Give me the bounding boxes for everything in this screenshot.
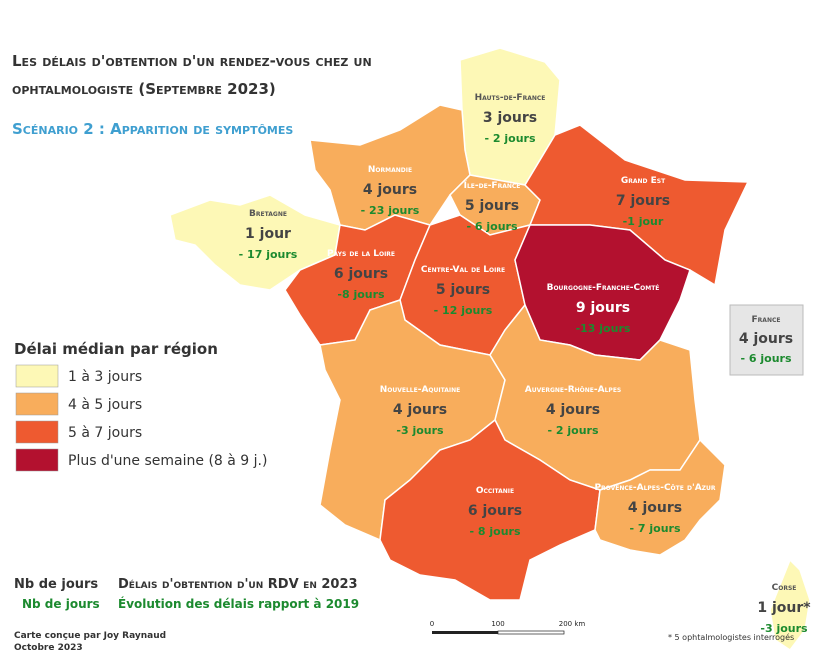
region-change: -3 jours <box>396 424 444 437</box>
region-change: - 23 jours <box>361 204 420 217</box>
region-days: 1 jour* <box>757 600 811 616</box>
france-days: 4 jours <box>739 331 793 347</box>
region-label: Hauts-de-France 3 jours - 2 jours <box>475 93 546 145</box>
region-days: 6 jours <box>468 503 522 519</box>
region-change: - 2 jours <box>547 424 598 437</box>
region-name: Auvergne-Rhône-Alpes <box>525 385 622 395</box>
region-name: Bourgogne-Franche-Comté <box>547 283 660 293</box>
region-shape <box>594 438 726 556</box>
region-label: Bourgogne-Franche-Comté 9 jours -13 jours <box>547 283 660 335</box>
legend-title: Délai médian par région <box>14 340 218 358</box>
legend-swatch <box>15 420 59 444</box>
region-days: 9 jours <box>576 300 630 316</box>
key-days-change: Nb de jours <box>22 597 100 611</box>
france-name: France <box>752 315 781 325</box>
credit: Carte conçue par Joy Raynaud <box>14 631 166 641</box>
region-label: Provence-Alpes-Côte d'Azur 4 jours - 7 jou… <box>594 483 715 535</box>
region-name: Nouvelle-Aquitaine <box>380 385 461 395</box>
region-label: Île-de-France 5 jours - 6 jours <box>464 179 521 233</box>
footnote: * 5 ophtalmologistes interrogés <box>668 632 794 642</box>
region-label: Auvergne-Rhône-Alpes 4 jours - 2 jours <box>525 385 622 437</box>
scale-label: 100 <box>491 620 504 628</box>
region-change: -3 jours <box>760 622 808 635</box>
france-change: - 6 jours <box>740 352 791 365</box>
region-days: 6 jours <box>334 266 388 282</box>
legend-swatch <box>15 364 59 388</box>
region-days: 4 jours <box>546 402 600 418</box>
scale-bar <box>432 631 498 634</box>
legend-label: 4 à 5 jours <box>68 397 142 413</box>
region-change: -8 jours <box>337 288 385 301</box>
region-change: -13 jours <box>576 322 631 335</box>
legend-label: 5 à 7 jours <box>68 425 142 441</box>
scale-label: 200 km <box>559 620 586 628</box>
region-name: Corse <box>772 583 797 593</box>
title-line: Les délais d'obtention d'un rendez-vous … <box>12 52 372 70</box>
region-days: 4 jours <box>393 402 447 418</box>
key-days-desc: Délais d'obtention d'un RDV en 2023 <box>118 577 358 592</box>
region-name: Bretagne <box>249 209 287 219</box>
region-change: - 12 jours <box>434 304 493 317</box>
region-change: -1 jour <box>623 215 664 228</box>
region-days: 4 jours <box>628 500 682 516</box>
subtitle: Scénario 2 : Apparition de symptômes <box>12 120 294 138</box>
region-change: - 17 jours <box>239 248 298 261</box>
region-change: - 6 jours <box>466 220 517 233</box>
region-days: 3 jours <box>483 110 537 126</box>
scale-bar <box>497 630 565 635</box>
region-name: Provence-Alpes-Côte d'Azur <box>594 483 715 493</box>
region-name: Île-de-France <box>464 179 521 191</box>
legend-label: Plus d'une semaine (8 à 9 j.) <box>68 453 267 469</box>
region-label: Bretagne 1 jour - 17 jours <box>239 209 298 261</box>
region-label: Corse 1 jour* -3 jours <box>757 583 811 635</box>
scale-label: 0 <box>430 620 434 628</box>
legend-label: 1 à 3 jours <box>68 369 142 385</box>
region-name: Pays de la Loire <box>327 249 395 259</box>
region-name: Centre-Val de Loire <box>421 265 505 275</box>
region-label: Normandie 4 jours - 23 jours <box>361 165 420 217</box>
region-days: 7 jours <box>616 193 670 209</box>
region-days: 1 jour <box>245 226 291 242</box>
region-days: 5 jours <box>436 282 490 298</box>
region-days: 4 jours <box>363 182 417 198</box>
key-days: Nb de jours <box>14 577 98 592</box>
key-change-desc: Évolution des délais rapport à 2019 <box>118 596 359 611</box>
region-label: Nouvelle-Aquitaine 4 jours -3 jours <box>380 385 461 437</box>
region-label: Grand Est 7 jours -1 jour <box>616 176 670 228</box>
region-name: Grand Est <box>621 176 666 186</box>
region-label: Pays de la Loire 6 jours -8 jours <box>327 249 395 301</box>
region-name: Hauts-de-France <box>475 93 546 103</box>
region-shape <box>769 558 811 652</box>
region-name: Normandie <box>368 165 412 175</box>
legend-swatch <box>15 392 59 416</box>
region-change: - 2 jours <box>484 132 535 145</box>
region-change: - 8 jours <box>469 525 520 538</box>
legend-swatch <box>15 448 59 472</box>
region-days: 5 jours <box>465 198 519 214</box>
credit: Octobre 2023 <box>14 643 83 653</box>
region-label: Centre-Val de Loire 5 jours - 12 jours <box>421 265 505 317</box>
france-box <box>729 304 804 376</box>
title-line: ophtalmologiste (Septembre 2023) <box>12 80 276 98</box>
region-change: - 7 jours <box>629 522 680 535</box>
region-label: Occitanie 6 jours - 8 jours <box>468 486 522 538</box>
region-name: Occitanie <box>476 486 514 496</box>
